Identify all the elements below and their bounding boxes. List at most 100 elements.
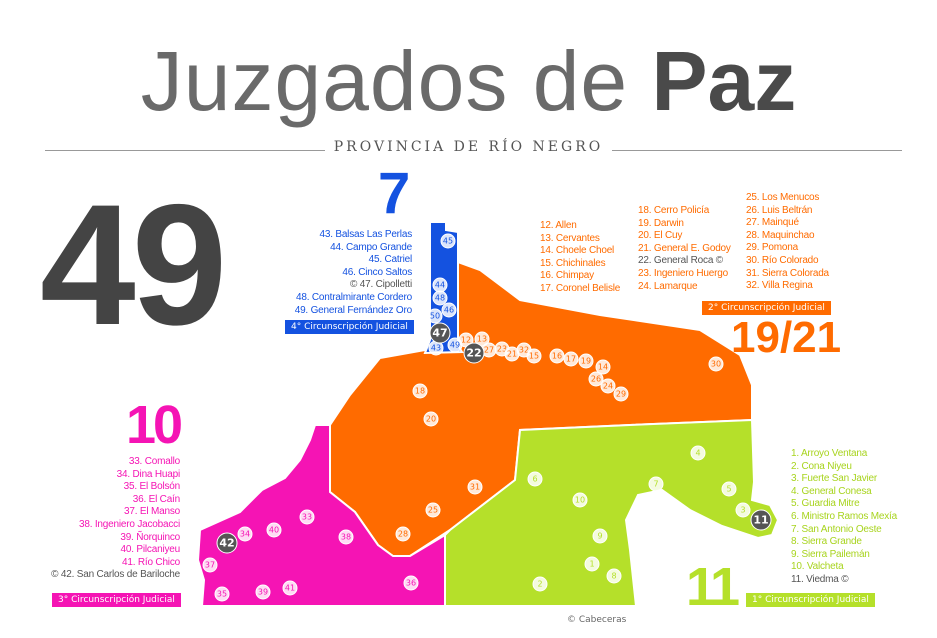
court-marker: 43 (428, 340, 444, 356)
court-marker: 7 (648, 476, 664, 492)
list-item: 36. El Caín (132, 493, 180, 505)
list-item: 48. Contralmirante Cordero (296, 291, 412, 303)
court-marker: 30 (708, 356, 724, 372)
list-item: 28. Maquinchao (746, 229, 815, 241)
court-marker: 34 (237, 526, 253, 542)
svg-text:31: 31 (470, 483, 480, 492)
court-marker: 25 (425, 502, 441, 518)
court-marker: 44 (432, 277, 448, 293)
svg-text:42: 42 (219, 537, 234, 550)
list-item: 37. El Manso (124, 506, 180, 518)
svg-text:40: 40 (269, 526, 279, 535)
list-item: 14. Choele Choel (540, 245, 615, 257)
svg-text:45: 45 (443, 237, 453, 246)
court-marker: 46 (441, 302, 457, 318)
subtitle: PROVINCIA DE RÍO NEGRO (333, 139, 604, 155)
court-marker: 4 (690, 445, 706, 461)
list-item: 9. Sierra Pailemán (791, 548, 870, 560)
list-item: 11. Viedma © (791, 573, 849, 585)
court-marker: 41 (282, 580, 298, 596)
list-item: 1. Arroyo Ventana (791, 448, 868, 459)
svg-text:7: 7 (653, 480, 658, 489)
court-marker: 9 (592, 528, 608, 544)
circ3-list: 33. Comallo 34. Dina Huapi 35. El Bolsón… (51, 456, 180, 582)
svg-text:15: 15 (529, 352, 539, 361)
svg-text:14: 14 (598, 363, 608, 372)
svg-text:5: 5 (726, 485, 731, 494)
court-marker: 48 (432, 290, 448, 306)
list-item: 18. Cerro Policía (638, 205, 710, 216)
cabecera-marker: 11 (750, 509, 772, 531)
court-marker: 3 (735, 502, 751, 518)
court-marker: 8 (606, 568, 622, 584)
page-title: Juzgados de Paz (0, 36, 937, 126)
list-item: 19. Darwin (638, 217, 684, 229)
svg-text:38: 38 (341, 533, 351, 542)
divider-right (612, 150, 902, 151)
list-item: 29. Pomona (746, 242, 798, 254)
region-circ3 (196, 424, 446, 607)
svg-text:12: 12 (461, 336, 471, 345)
court-marker: 50 (427, 308, 443, 324)
svg-text:16: 16 (552, 352, 562, 361)
cabecera-marker: 22 (463, 342, 485, 364)
svg-text:25: 25 (428, 506, 438, 515)
circ2-label: 2° Circunscripción Judicial (702, 301, 831, 315)
court-marker: 26 (588, 371, 604, 387)
court-marker: 28 (395, 526, 411, 542)
court-marker: 16 (549, 348, 565, 364)
svg-text:18: 18 (415, 387, 425, 396)
list-item: 21. General E. Godoy (638, 242, 731, 254)
court-marker: 20 (423, 411, 439, 427)
court-marker: 29 (613, 386, 629, 402)
list-item: 45. Catriel (368, 254, 413, 266)
list-item: 10. Valcheta (791, 561, 844, 573)
list-item: 20. El Cuy (638, 230, 683, 242)
circ4-list: 43. Balsas Las Perlas 44. Campo Grande 4… (295, 229, 412, 317)
circ2-list-col1: 12. Allen 13. Cervantes 14. Choele Choel… (540, 220, 620, 296)
svg-text:34: 34 (240, 530, 250, 539)
court-marker: 37 (202, 557, 218, 573)
circ2-list-col3: 25. Los Menucos 26. Luis Beltrán 27. Mai… (746, 192, 829, 293)
court-marker: 19 (578, 353, 594, 369)
title-bold: Paz (651, 34, 797, 128)
list-item: 30. Río Colorado (746, 254, 819, 266)
svg-text:23: 23 (497, 345, 507, 354)
svg-text:29: 29 (616, 390, 626, 399)
list-item: 25. Los Menucos (746, 192, 820, 203)
court-marker: 24 (600, 378, 616, 394)
court-marker: 13 (474, 331, 490, 347)
svg-text:22: 22 (466, 347, 481, 360)
svg-text:21: 21 (507, 350, 517, 359)
list-item: 4. General Conesa (791, 485, 872, 497)
svg-text:3: 3 (740, 506, 745, 515)
list-item: 2. Cona Niyeu (791, 460, 852, 472)
total-count: 49 (40, 169, 227, 361)
list-item: 22. General Roca © (638, 255, 723, 267)
circ1-list: 1. Arroyo Ventana 2. Cona Niyeu 3. Fuert… (791, 448, 897, 587)
circ2-list-col2: 18. Cerro Policía 19. Darwin 20. El Cuy … (638, 205, 731, 293)
list-item: © 47. Cipolletti (350, 279, 412, 291)
court-marker: 31 (467, 479, 483, 495)
court-marker: 1 (584, 556, 600, 572)
svg-text:47: 47 (432, 327, 447, 340)
court-marker: 36 (403, 575, 419, 591)
svg-text:24: 24 (603, 382, 613, 391)
court-marker: 5 (721, 481, 737, 497)
svg-text:27: 27 (484, 346, 494, 355)
list-item: 5. Guardia Mitre (791, 498, 860, 510)
court-marker: 10 (572, 492, 588, 508)
circ4-label: 4° Circunscripción Judicial (285, 320, 414, 334)
cabecera-marker: 47 (429, 322, 451, 344)
svg-text:50: 50 (430, 312, 440, 321)
svg-text:48: 48 (435, 294, 445, 303)
svg-text:46: 46 (444, 306, 454, 315)
svg-text:1: 1 (589, 560, 594, 569)
list-item: © 42. San Carlos de Bariloche (51, 569, 180, 581)
svg-text:41: 41 (285, 584, 295, 593)
court-marker: 2 (532, 576, 548, 592)
court-marker: 33 (299, 509, 315, 525)
svg-text:19: 19 (581, 357, 591, 366)
svg-text:44: 44 (435, 281, 445, 290)
footnote: © Cabeceras (567, 615, 627, 625)
